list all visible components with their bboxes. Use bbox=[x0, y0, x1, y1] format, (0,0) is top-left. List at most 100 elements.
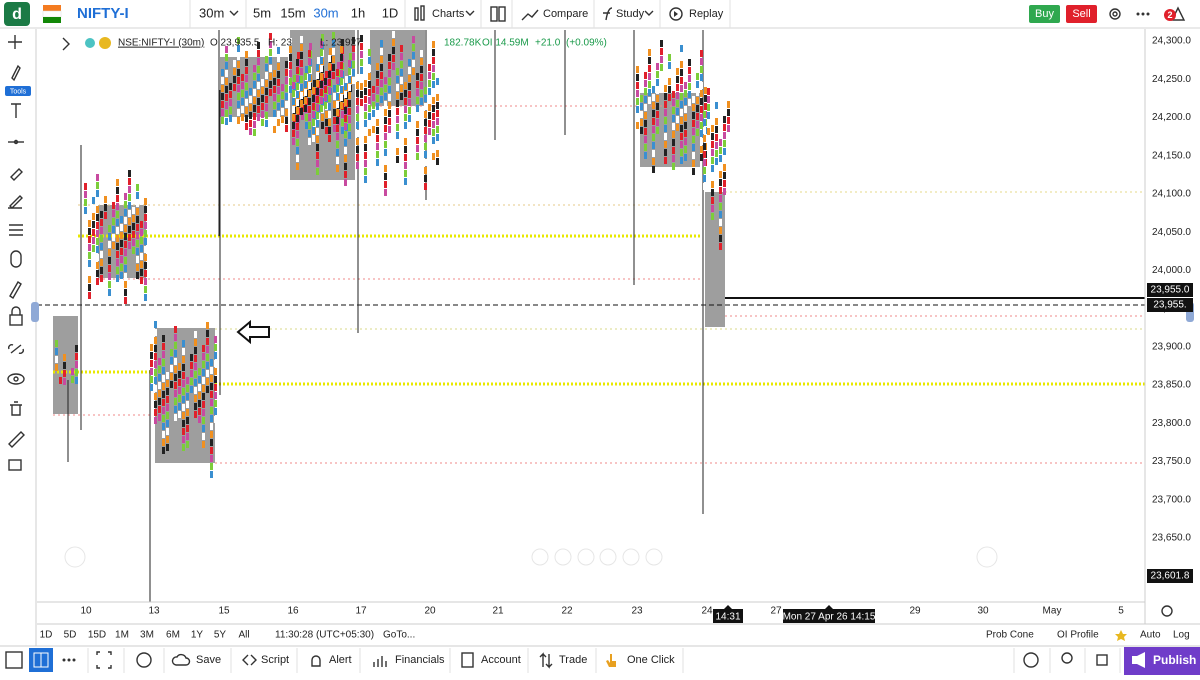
candle-segment bbox=[305, 122, 308, 129]
legend-symbol[interactable]: NSE:NIFTY-I (30m) bbox=[118, 38, 204, 49]
notification-badge[interactable] bbox=[1164, 9, 1176, 21]
nav-button[interactable] bbox=[64, 546, 86, 568]
chart-area[interactable] bbox=[37, 29, 1145, 602]
candle-segment bbox=[237, 101, 240, 108]
candle-segment bbox=[124, 249, 127, 256]
candle-segment bbox=[245, 107, 248, 114]
video-icon[interactable] bbox=[1096, 654, 1108, 666]
alert-button[interactable]: Alert bbox=[329, 654, 352, 666]
nav-button[interactable] bbox=[976, 546, 998, 568]
candle-segment bbox=[333, 101, 336, 108]
candle-segment bbox=[348, 76, 351, 83]
candle-segment bbox=[700, 106, 703, 113]
range-button[interactable]: 6M bbox=[166, 630, 180, 641]
candle-segment bbox=[664, 101, 667, 108]
favorite-icon[interactable] bbox=[1115, 630, 1127, 641]
single-layout[interactable] bbox=[5, 651, 23, 669]
candle-segment bbox=[337, 62, 340, 69]
more-icon[interactable] bbox=[1136, 12, 1150, 16]
settings-icon[interactable] bbox=[1109, 8, 1121, 20]
candle-segment bbox=[237, 117, 240, 124]
candle-segment bbox=[352, 69, 355, 76]
interval-button[interactable]: 5m bbox=[253, 5, 271, 20]
interval-button[interactable]: 30m bbox=[313, 5, 338, 20]
candle-segment bbox=[202, 401, 205, 408]
tool-icons[interactable] bbox=[7, 35, 25, 471]
oi-profile-button[interactable]: OI Profile bbox=[1057, 630, 1099, 641]
zoom-control[interactable] bbox=[645, 548, 663, 566]
save-button[interactable]: Save bbox=[196, 654, 221, 666]
candle-segment bbox=[384, 85, 387, 92]
candle-segment bbox=[396, 68, 399, 75]
interval-button[interactable]: 15m bbox=[280, 5, 305, 20]
trade-button[interactable]: Trade bbox=[559, 654, 587, 666]
study-icon bbox=[603, 7, 613, 21]
theme-icon[interactable] bbox=[136, 652, 152, 668]
zoom-control[interactable] bbox=[577, 548, 595, 566]
range-button[interactable]: 5D bbox=[64, 630, 77, 641]
replay-button[interactable]: Replay bbox=[689, 8, 724, 20]
candle-segment bbox=[182, 412, 185, 419]
interval-button[interactable]: 1h bbox=[351, 5, 365, 20]
candle-segment bbox=[96, 278, 99, 285]
logo[interactable] bbox=[4, 2, 30, 26]
symbol[interactable]: NIFTY-I bbox=[77, 5, 129, 22]
compare-button[interactable]: Compare bbox=[543, 8, 588, 20]
candle-segment bbox=[404, 98, 407, 105]
zoom-control[interactable] bbox=[622, 548, 640, 566]
interval-button[interactable]: 1D bbox=[382, 5, 399, 20]
candle-segment bbox=[237, 45, 240, 52]
help-icon[interactable] bbox=[1023, 652, 1039, 668]
candle-segment bbox=[711, 149, 714, 156]
zoom-control[interactable] bbox=[554, 548, 572, 566]
more-layouts[interactable] bbox=[62, 658, 76, 662]
legend-toggle[interactable] bbox=[62, 37, 70, 51]
log-button[interactable]: Log bbox=[1173, 630, 1190, 641]
candle-segment bbox=[178, 395, 181, 402]
range-button[interactable]: 5Y bbox=[214, 630, 227, 641]
candle-segment bbox=[648, 81, 651, 88]
range-button[interactable]: 1D bbox=[40, 630, 53, 641]
study-button[interactable]: Study bbox=[616, 8, 645, 20]
candle-segment bbox=[285, 109, 288, 116]
sell-button[interactable] bbox=[1066, 5, 1097, 23]
buy-button[interactable] bbox=[1029, 5, 1060, 23]
range-button[interactable]: All bbox=[238, 630, 249, 641]
time-label: 10 bbox=[80, 606, 92, 617]
financials-button[interactable]: Financials bbox=[395, 654, 445, 666]
candle-segment bbox=[344, 155, 347, 162]
candle-segment bbox=[424, 167, 427, 174]
left-handle[interactable] bbox=[31, 302, 39, 322]
candle-segment bbox=[332, 72, 335, 79]
candle-segment bbox=[644, 120, 647, 127]
charts-button[interactable]: Charts bbox=[432, 8, 465, 20]
candle-segment bbox=[88, 228, 91, 235]
range-button[interactable]: 1Y bbox=[191, 630, 204, 641]
idea-icon[interactable] bbox=[1061, 652, 1073, 664]
axis-settings[interactable] bbox=[1161, 605, 1173, 617]
candle-segment bbox=[696, 129, 699, 136]
candle-segment bbox=[372, 102, 375, 109]
candle-segment bbox=[225, 62, 228, 69]
script-button[interactable]: Script bbox=[261, 654, 289, 666]
candle-segment bbox=[404, 162, 407, 169]
account-button[interactable]: Account bbox=[481, 654, 521, 666]
candle-segment bbox=[344, 131, 347, 138]
candle-segment bbox=[320, 89, 323, 96]
save-icon bbox=[171, 653, 191, 666]
candle-segment bbox=[233, 76, 236, 83]
candle-segment bbox=[308, 122, 311, 129]
candle-segment bbox=[664, 77, 667, 84]
interval-select[interactable]: 30m bbox=[199, 5, 224, 20]
candle-segment bbox=[140, 277, 143, 284]
goto-button[interactable]: GoTo... bbox=[383, 630, 415, 641]
zoom-control[interactable] bbox=[599, 548, 617, 566]
fullscreen-icon[interactable] bbox=[96, 651, 112, 669]
prob-cone-button[interactable]: Prob Cone bbox=[986, 630, 1034, 641]
one-click-button[interactable]: One Click bbox=[627, 654, 675, 666]
range-button[interactable]: 3M bbox=[140, 630, 154, 641]
range-button[interactable]: 15D bbox=[88, 630, 106, 641]
zoom-control[interactable] bbox=[531, 548, 549, 566]
range-button[interactable]: 1M bbox=[115, 630, 129, 641]
auto-button[interactable]: Auto bbox=[1140, 630, 1161, 641]
